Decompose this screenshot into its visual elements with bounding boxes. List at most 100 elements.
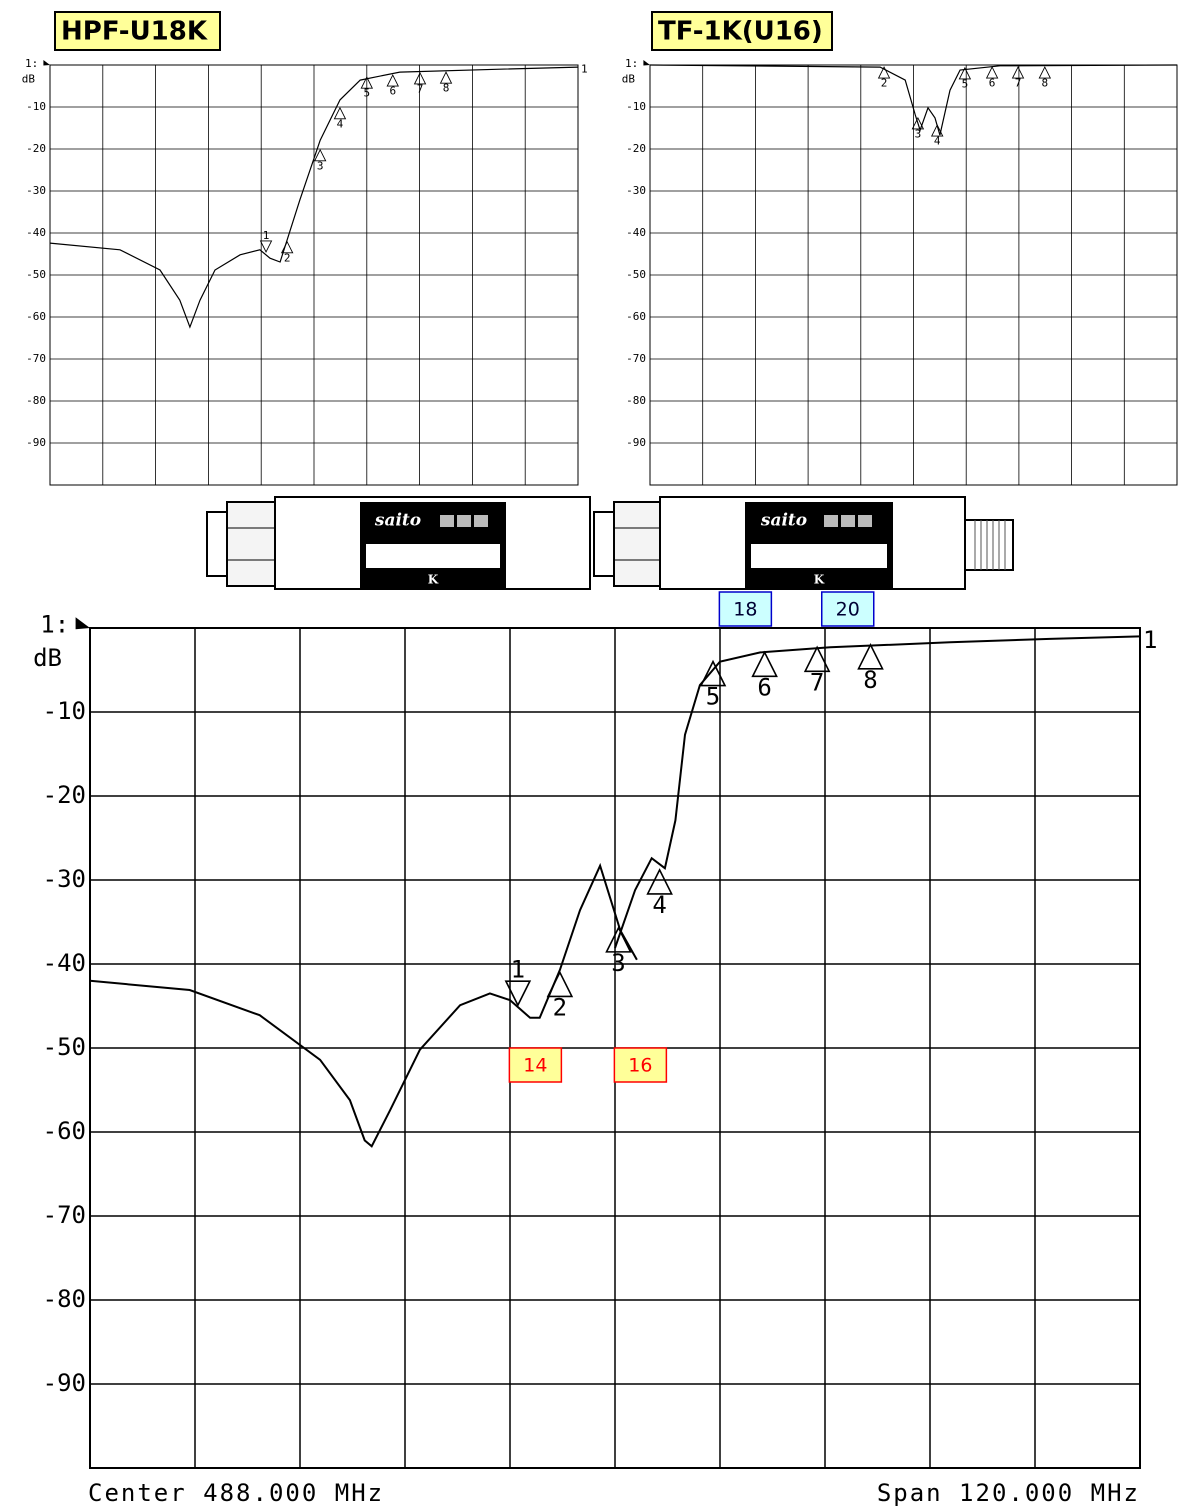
marker xyxy=(259,240,273,253)
trace-label: 1 xyxy=(581,62,588,75)
channel-label: 18 xyxy=(733,599,757,621)
logo-block xyxy=(440,515,454,527)
marker xyxy=(333,106,347,120)
y-tick-label: -50 xyxy=(626,268,646,281)
marker-label: 8 xyxy=(443,82,450,95)
marker-label: 6 xyxy=(757,673,771,701)
marker xyxy=(646,868,673,895)
marker-label: 3 xyxy=(611,949,625,977)
marker-label: 5 xyxy=(962,77,969,90)
device-label: K xyxy=(428,573,439,587)
trace-label: 1 xyxy=(1143,626,1157,654)
marker xyxy=(1038,66,1052,79)
channel-label: 20 xyxy=(836,599,860,621)
logo-block xyxy=(474,515,488,527)
y-tick-label: -40 xyxy=(43,949,86,977)
marker-label: 4 xyxy=(337,117,344,130)
y-tick-label: -80 xyxy=(26,394,46,407)
annotation: Center 488.000 MHz xyxy=(88,1479,384,1507)
connector xyxy=(593,511,617,577)
marker xyxy=(386,74,399,87)
device-logo: saito xyxy=(760,511,807,531)
marker xyxy=(751,650,778,678)
marker-label: 7 xyxy=(417,82,424,95)
chart: TF-1K(U16) -10 -20 -30 -40 -50 -60 -70 -80 -90 1: d… xyxy=(622,11,1178,486)
marker-label: 5 xyxy=(706,683,720,711)
marker xyxy=(360,76,374,89)
marker-label: 2 xyxy=(553,993,567,1021)
y-tick-label: -30 xyxy=(626,184,646,197)
reference-arrow xyxy=(643,60,650,66)
trace xyxy=(649,64,1178,136)
marker-label: 1 xyxy=(511,955,525,983)
marker xyxy=(699,659,727,687)
marker xyxy=(803,645,831,673)
logo-block xyxy=(457,515,471,527)
y-tick-label: -50 xyxy=(43,1033,86,1061)
marker xyxy=(958,66,972,80)
y-tick-label: -10 xyxy=(626,100,646,113)
label-window xyxy=(751,544,887,568)
y-tick-label: -10 xyxy=(43,697,86,725)
y-tick-label: -60 xyxy=(626,310,646,323)
marker-label: 4 xyxy=(652,891,666,919)
y-tick-label: -30 xyxy=(43,865,86,893)
marker xyxy=(504,980,532,1007)
device-label: K xyxy=(814,573,825,587)
trace xyxy=(89,635,1141,1148)
y-tick-label: -90 xyxy=(43,1369,86,1397)
channel-box xyxy=(613,1047,668,1083)
thread-lines xyxy=(974,520,1006,570)
marker-label: 8 xyxy=(1041,77,1048,90)
y-tick-label: -40 xyxy=(626,226,646,239)
title-box xyxy=(54,11,221,51)
marker xyxy=(985,66,999,79)
logo-block xyxy=(841,515,855,527)
y-tick-label: -60 xyxy=(26,310,46,323)
y-tick-label: -70 xyxy=(626,352,646,365)
chart-title: HPF-U18K xyxy=(61,17,208,47)
marker xyxy=(546,970,574,998)
marker-label: 4 xyxy=(934,135,941,148)
chart: HPF-U18K -10 -20 -30 -40 -50 -60 -70 -80 -90 1: dB 1… xyxy=(22,11,588,486)
marker-label: 3 xyxy=(915,127,922,140)
channel-box xyxy=(718,591,773,627)
y-tick-label: -40 xyxy=(26,226,46,239)
logo-block xyxy=(858,515,872,527)
connector xyxy=(206,511,230,577)
reference-label: 1: xyxy=(40,611,69,639)
marker-label: 5 xyxy=(363,87,370,100)
reference-label: 1: xyxy=(625,57,638,70)
y-tick-label: -80 xyxy=(626,394,646,407)
marker xyxy=(930,124,944,137)
y-tick-label: -90 xyxy=(26,436,46,449)
marker xyxy=(413,71,427,85)
y-tick-label: -90 xyxy=(626,436,646,449)
y-tick-label: -10 xyxy=(26,100,46,113)
y-tick-label: -20 xyxy=(43,781,86,809)
chart-title: TF-1K(U16) xyxy=(658,17,823,47)
marker xyxy=(857,643,884,670)
marker-label: 1 xyxy=(263,229,270,242)
marker xyxy=(313,148,327,162)
marker xyxy=(439,71,453,84)
marker-label: 3 xyxy=(317,159,324,172)
marker xyxy=(911,116,925,130)
y-unit: dB xyxy=(33,644,62,672)
connector xyxy=(226,501,278,587)
label-window xyxy=(366,544,500,568)
y-tick-label: -20 xyxy=(626,142,646,155)
reference-arrow xyxy=(43,60,50,66)
device-logo: saito xyxy=(374,511,421,531)
annotation: Span 120.000 MHz xyxy=(877,1479,1140,1507)
marker-label: 2 xyxy=(881,77,888,90)
logo-block xyxy=(824,515,838,527)
reference-arrow xyxy=(75,617,90,630)
channel-label: 16 xyxy=(628,1055,652,1077)
channel-label: 14 xyxy=(523,1055,547,1077)
marker-label: 6 xyxy=(389,85,396,98)
marker xyxy=(280,240,294,254)
y-tick-label: -20 xyxy=(26,142,46,155)
marker-label: 2 xyxy=(284,251,291,264)
